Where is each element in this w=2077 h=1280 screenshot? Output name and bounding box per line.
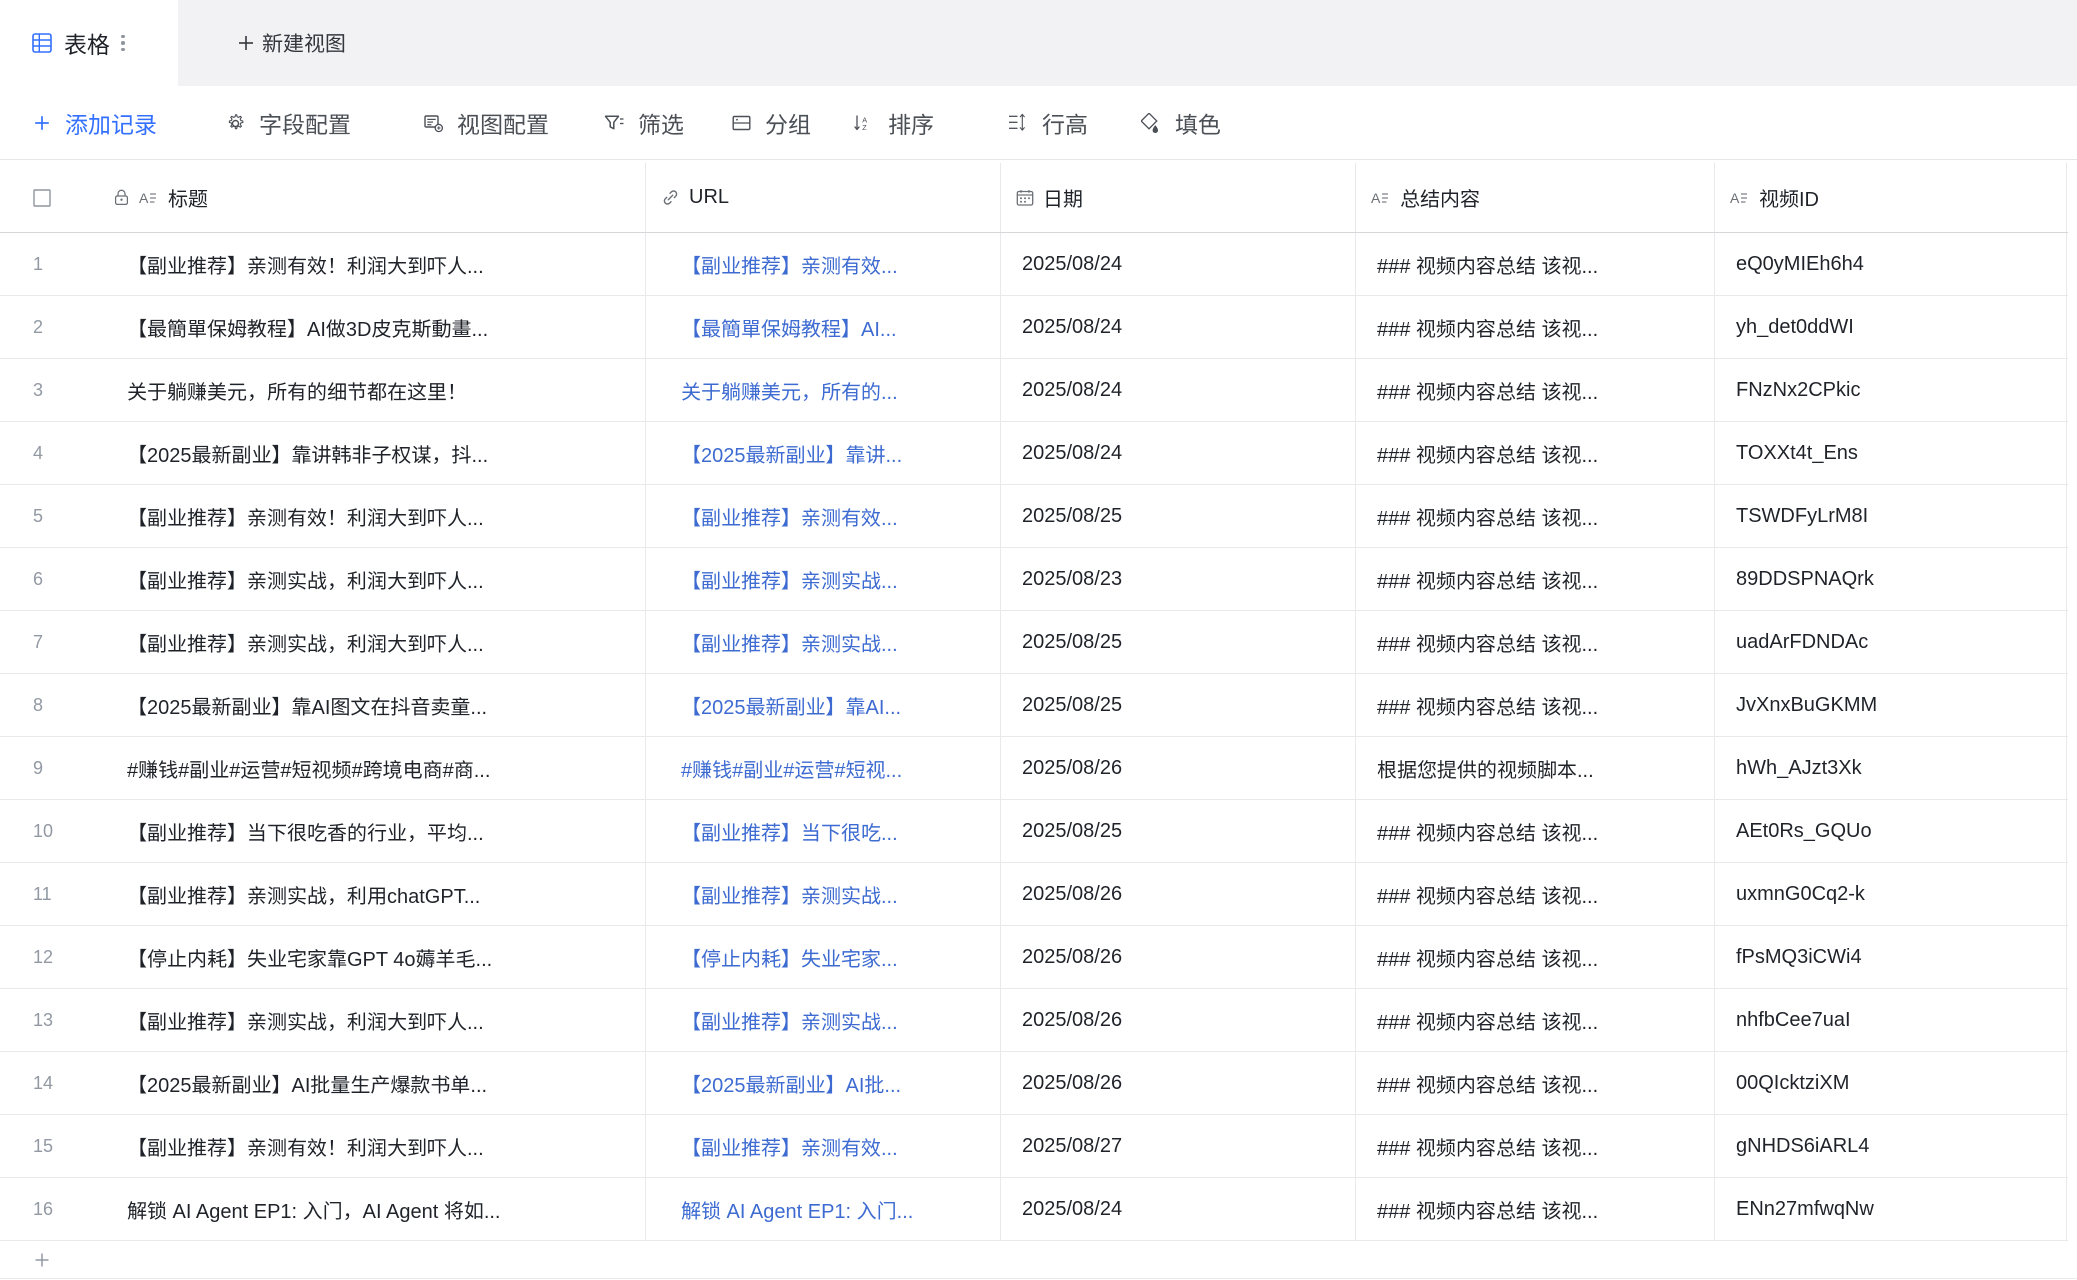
svg-text:Z: Z: [862, 123, 867, 132]
svg-text:A: A: [1371, 190, 1381, 206]
svg-text:A: A: [1730, 190, 1740, 206]
svg-text:A: A: [139, 190, 149, 206]
